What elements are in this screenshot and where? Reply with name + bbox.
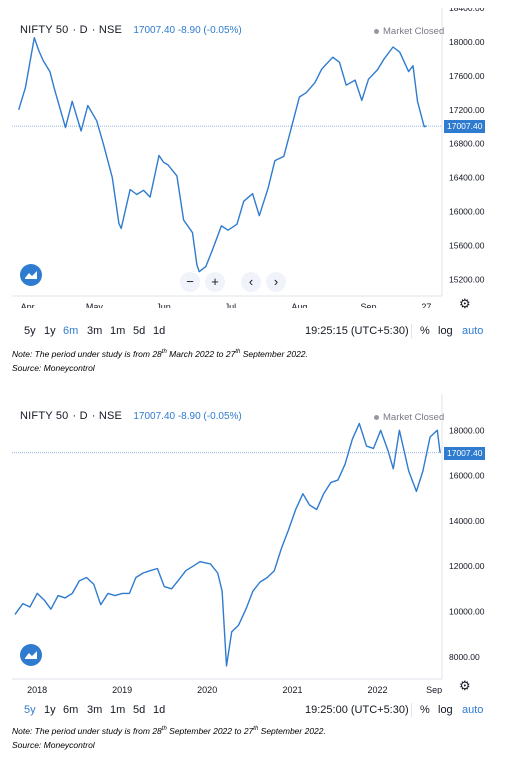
log-toggle[interactable]: log bbox=[438, 704, 453, 716]
y-tick-label: 8000.00 bbox=[449, 652, 480, 662]
x-tick-label: 27 bbox=[421, 302, 431, 308]
timeframe-1d[interactable]: 1d bbox=[153, 325, 166, 337]
clock-readout[interactable]: 19:25:00 (UTC+5:30) bbox=[305, 704, 409, 716]
clock-readout[interactable]: 19:25:15 (UTC+5:30) bbox=[305, 325, 409, 337]
timeframe-5d[interactable]: 5d bbox=[133, 325, 146, 337]
price-series-line bbox=[18, 37, 427, 273]
y-tick-label: 16000.00 bbox=[449, 207, 485, 217]
percent-toggle[interactable]: % bbox=[420, 704, 430, 716]
zoom-in-button[interactable]: + bbox=[205, 272, 225, 292]
log-toggle[interactable]: log bbox=[438, 325, 453, 337]
last-price-tag: 17007.40 bbox=[444, 120, 486, 134]
x-tick-label: 2018 bbox=[27, 685, 47, 694]
y-tick-label: 16800.00 bbox=[449, 139, 485, 149]
y-tick-label: 10000.00 bbox=[449, 607, 485, 617]
last-price-tag: 17007.40 bbox=[444, 446, 486, 460]
x-tick-label: May bbox=[86, 302, 104, 308]
market-status: Market Closed bbox=[374, 26, 444, 37]
percent-toggle[interactable]: % bbox=[420, 325, 430, 337]
timeframe-1y[interactable]: 1y bbox=[44, 704, 56, 716]
y-tick-label: 17600.00 bbox=[449, 71, 485, 81]
symbol-name: NIFTY 50 bbox=[20, 24, 69, 36]
chart-canvas-5y[interactable]: 18000.00 16000.00 14000.00 12000.00 10000.00… bbox=[12, 394, 497, 694]
x-tick-label: 2021 bbox=[282, 685, 302, 694]
x-tick-label: 2022 bbox=[367, 685, 387, 694]
y-tick-label: 15600.00 bbox=[449, 240, 485, 250]
timeframe-toolbar: 5y 1y 6m 3m 1m 5d 1d 19:25:00 (UTC+5:30)… bbox=[12, 700, 497, 722]
exchange: NSE bbox=[98, 24, 123, 36]
zoom-out-button[interactable]: − bbox=[180, 272, 200, 292]
y-tick-label: 15200.00 bbox=[449, 274, 485, 284]
chart-header: NIFTY 50 · D · NSE 17007.40 -8.90 (-0.05%) bbox=[20, 410, 242, 422]
status-dot-icon bbox=[374, 414, 379, 420]
timeframe-toolbar: 5y 1y 6m 3m 1m 5d 1d 19:25:15 (UTC+5:30)… bbox=[12, 321, 497, 343]
chart-canvas-6m[interactable]: 18400.00 18000.00 17600.00 17200.00 16800.00… bbox=[12, 8, 497, 308]
symbol-name: NIFTY 50 bbox=[20, 410, 69, 422]
x-tick-label: Jul bbox=[225, 302, 237, 308]
timeframe-5d[interactable]: 5d bbox=[133, 704, 146, 716]
status-dot-icon bbox=[374, 28, 379, 34]
y-tick-label: 16000.00 bbox=[449, 471, 485, 481]
x-tick-label: Jun bbox=[156, 302, 171, 308]
source-1: Source: Moneycontrol bbox=[12, 363, 95, 373]
timeframe-1d[interactable]: 1d bbox=[153, 704, 166, 716]
y-tick-label: 18000.00 bbox=[449, 425, 485, 435]
gear-icon[interactable]: ⚙ bbox=[459, 678, 471, 693]
exchange: NSE bbox=[98, 410, 123, 422]
y-tick-label: 12000.00 bbox=[449, 561, 485, 571]
tradingview-logo-icon[interactable] bbox=[20, 644, 42, 666]
x-tick-label: Aug bbox=[291, 302, 307, 308]
x-tick-label: 2020 bbox=[197, 685, 217, 694]
timeframe-6m[interactable]: 6m bbox=[63, 704, 79, 716]
scroll-left-button[interactable]: ‹ bbox=[241, 272, 261, 292]
y-tick-label: 17200.00 bbox=[449, 105, 485, 115]
scroll-right-button[interactable]: › bbox=[266, 272, 286, 292]
x-tick-label: Sep bbox=[426, 685, 442, 694]
auto-toggle[interactable]: auto bbox=[462, 325, 484, 337]
timeframe-5y[interactable]: 5y bbox=[24, 704, 36, 716]
price-series-line bbox=[14, 422, 441, 667]
interval: D bbox=[79, 24, 88, 36]
note-2: Note: The period under study is from 28t… bbox=[12, 726, 326, 736]
timeframe-6m[interactable]: 6m bbox=[63, 325, 79, 337]
x-tick-label: Apr bbox=[21, 302, 35, 308]
gear-icon[interactable]: ⚙ bbox=[459, 296, 471, 311]
interval: D bbox=[79, 410, 88, 422]
y-tick-label: 18400.00 bbox=[449, 8, 485, 13]
note-1: Note: The period under study is from 28t… bbox=[12, 349, 308, 359]
x-tick-label: 2019 bbox=[112, 685, 132, 694]
market-status: Market Closed bbox=[374, 412, 444, 423]
toolbar-divider bbox=[411, 324, 412, 338]
y-tick-label: 14000.00 bbox=[449, 516, 485, 526]
chart-header: NIFTY 50 · D · NSE 17007.40 -8.90 (-0.05%) bbox=[20, 24, 242, 36]
timeframe-1m[interactable]: 1m bbox=[110, 704, 126, 716]
timeframe-1y[interactable]: 1y bbox=[44, 325, 56, 337]
timeframe-3m[interactable]: 3m bbox=[87, 325, 103, 337]
auto-toggle[interactable]: auto bbox=[462, 704, 484, 716]
timeframe-1m[interactable]: 1m bbox=[110, 325, 126, 337]
timeframe-5y[interactable]: 5y bbox=[24, 325, 36, 337]
tradingview-logo-icon[interactable] bbox=[20, 264, 42, 286]
source-2: Source: Moneycontrol bbox=[12, 740, 95, 750]
quote-readout: 17007.40 -8.90 (-0.05%) bbox=[133, 411, 242, 422]
y-tick-label: 18000.00 bbox=[449, 37, 485, 47]
x-tick-label: Sep bbox=[360, 302, 376, 308]
timeframe-3m[interactable]: 3m bbox=[87, 704, 103, 716]
chart-panel-6m: 18400.00 18000.00 17600.00 17200.00 16800.00… bbox=[12, 8, 497, 345]
quote-readout: 17007.40 -8.90 (-0.05%) bbox=[133, 25, 242, 36]
y-tick-label: 16400.00 bbox=[449, 173, 485, 183]
chart-panel-5y: 18000.00 16000.00 14000.00 12000.00 10000.00… bbox=[12, 394, 497, 719]
toolbar-divider bbox=[411, 703, 412, 717]
